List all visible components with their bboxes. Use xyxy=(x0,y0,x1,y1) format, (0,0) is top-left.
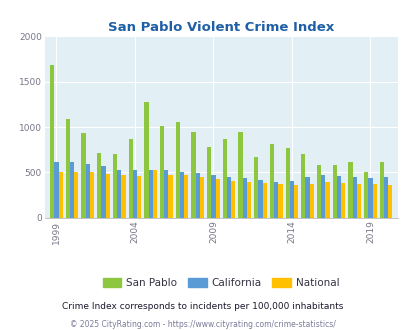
Bar xyxy=(101,166,105,218)
Bar xyxy=(305,178,309,218)
Bar xyxy=(50,65,54,218)
Bar xyxy=(258,180,262,218)
Bar xyxy=(231,181,235,218)
Bar xyxy=(207,147,211,218)
Bar xyxy=(379,162,383,218)
Bar xyxy=(164,170,168,218)
Bar xyxy=(184,175,188,218)
Title: San Pablo Violent Crime Index: San Pablo Violent Crime Index xyxy=(108,21,334,34)
Bar xyxy=(372,184,376,218)
Bar xyxy=(175,122,179,218)
Bar xyxy=(363,172,367,218)
Bar xyxy=(309,184,313,218)
Bar xyxy=(58,172,63,218)
Bar xyxy=(148,170,152,218)
Bar xyxy=(105,174,110,218)
Bar xyxy=(97,153,101,218)
Bar xyxy=(144,102,148,218)
Bar xyxy=(160,126,164,218)
Bar xyxy=(352,177,356,218)
Bar xyxy=(179,172,184,218)
Bar xyxy=(238,132,242,218)
Bar xyxy=(85,164,90,218)
Text: Crime Index corresponds to incidents per 100,000 inhabitants: Crime Index corresponds to incidents per… xyxy=(62,302,343,311)
Bar xyxy=(301,154,305,218)
Bar xyxy=(195,173,199,218)
Bar xyxy=(273,182,278,218)
Bar xyxy=(66,119,70,218)
Bar xyxy=(336,176,340,218)
Bar xyxy=(278,184,282,218)
Bar xyxy=(199,177,204,218)
Bar xyxy=(152,170,157,218)
Bar xyxy=(121,175,125,218)
Bar xyxy=(222,139,226,218)
Bar xyxy=(191,132,195,218)
Bar xyxy=(132,170,137,218)
Text: © 2025 CityRating.com - https://www.cityrating.com/crime-statistics/: © 2025 CityRating.com - https://www.city… xyxy=(70,320,335,329)
Bar xyxy=(320,175,325,218)
Bar xyxy=(113,154,117,218)
Bar xyxy=(293,185,298,218)
Bar xyxy=(242,178,246,218)
Bar xyxy=(262,183,266,218)
Legend: San Pablo, California, National: San Pablo, California, National xyxy=(98,274,343,292)
Bar xyxy=(168,175,172,218)
Bar xyxy=(383,177,387,218)
Bar xyxy=(74,172,78,218)
Bar xyxy=(117,170,121,218)
Bar xyxy=(332,165,336,218)
Bar xyxy=(128,139,132,218)
Bar xyxy=(226,178,231,218)
Bar xyxy=(356,184,360,218)
Bar xyxy=(269,144,273,218)
Bar xyxy=(289,181,293,218)
Bar xyxy=(90,172,94,218)
Bar xyxy=(137,176,141,218)
Bar xyxy=(325,182,329,218)
Bar xyxy=(340,183,345,218)
Bar xyxy=(246,182,251,218)
Bar xyxy=(254,157,258,218)
Bar xyxy=(347,162,352,218)
Bar xyxy=(316,165,320,218)
Bar xyxy=(211,175,215,218)
Bar xyxy=(285,148,289,218)
Bar xyxy=(367,178,372,218)
Bar xyxy=(70,162,74,218)
Bar xyxy=(215,179,219,218)
Bar xyxy=(54,162,58,218)
Bar xyxy=(81,133,85,218)
Bar xyxy=(387,185,392,218)
